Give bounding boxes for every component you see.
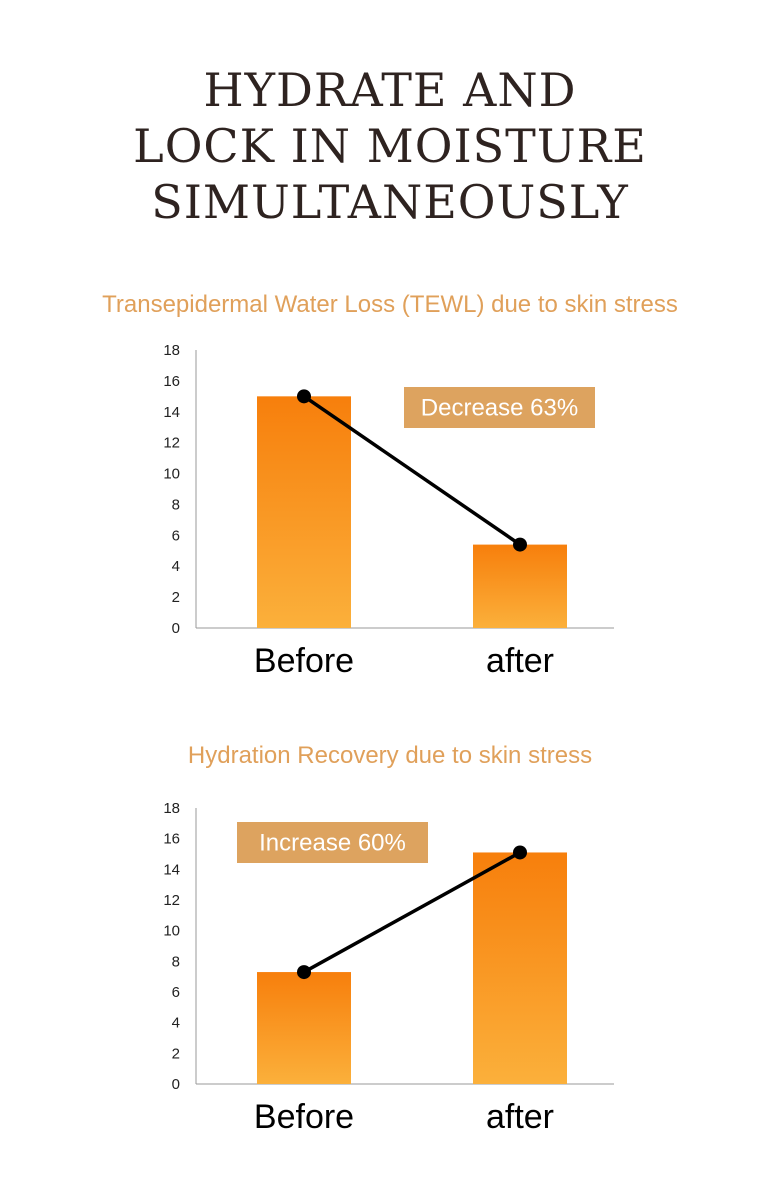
trend-line xyxy=(303,394,521,547)
headline-line-3: SIMULTANEOUSLY xyxy=(151,175,629,229)
data-point-before xyxy=(297,389,311,404)
data-point-before xyxy=(297,965,311,980)
bar-after xyxy=(473,544,567,628)
data-point-after xyxy=(513,537,527,552)
y-tick-label: 12 xyxy=(163,435,180,452)
y-tick-label: 16 xyxy=(163,373,180,390)
annotation-text: Increase 60% xyxy=(259,830,406,857)
hydration-chart: 0 2 4 6 8 10 12 14 16 18 Before after Increase 60% xyxy=(163,800,614,1136)
tewl-chart: 0 2 4 6 8 10 12 14 16 18 Before after Decrease 63% xyxy=(163,342,614,680)
y-tick-label: 18 xyxy=(163,800,180,817)
annotation-badge: Decrease 63% xyxy=(404,387,595,428)
y-tick-label: 4 xyxy=(172,1015,180,1032)
annotation-text: Decrease 63% xyxy=(421,395,578,422)
category-label-before: Before xyxy=(254,1098,354,1136)
y-tick-label: 14 xyxy=(163,861,180,878)
y-tick-label: 0 xyxy=(172,1076,180,1093)
category-label-before: Before xyxy=(254,642,354,680)
trend-line xyxy=(303,850,521,974)
y-tick-label: 10 xyxy=(163,466,180,483)
category-label-after: after xyxy=(486,1098,554,1136)
data-point-after xyxy=(513,845,527,860)
y-tick-label: 6 xyxy=(172,527,180,544)
headline-line-2: LOCK IN MOISTURE xyxy=(133,119,647,173)
y-tick-label: 8 xyxy=(172,496,180,513)
annotation-badge: Increase 60% xyxy=(237,822,428,863)
category-label-after: after xyxy=(486,642,554,680)
bar-before xyxy=(257,396,351,628)
y-tick-label: 2 xyxy=(172,589,180,606)
bar-after xyxy=(473,852,567,1084)
y-tick-label: 18 xyxy=(163,342,180,359)
bar-before xyxy=(257,972,351,1084)
y-tick-label: 14 xyxy=(163,404,180,421)
y-tick-label: 10 xyxy=(163,923,180,940)
y-tick-label: 16 xyxy=(163,831,180,848)
y-tick-label: 6 xyxy=(172,984,180,1001)
headline: HYDRATE AND LOCK IN MOISTURE SIMULTANEOU… xyxy=(0,62,780,230)
y-tick-label: 12 xyxy=(163,892,180,909)
chart-2-title: Hydration Recovery due to skin stress xyxy=(187,742,593,769)
y-tick-label: 8 xyxy=(172,953,180,970)
chart-1-title: Transepidermal Water Loss (TEWL) due to … xyxy=(102,291,678,318)
y-tick-label: 2 xyxy=(172,1045,180,1062)
y-tick-label: 4 xyxy=(172,558,180,575)
y-tick-label: 0 xyxy=(172,620,180,637)
headline-line-1: HYDRATE AND xyxy=(203,63,577,117)
